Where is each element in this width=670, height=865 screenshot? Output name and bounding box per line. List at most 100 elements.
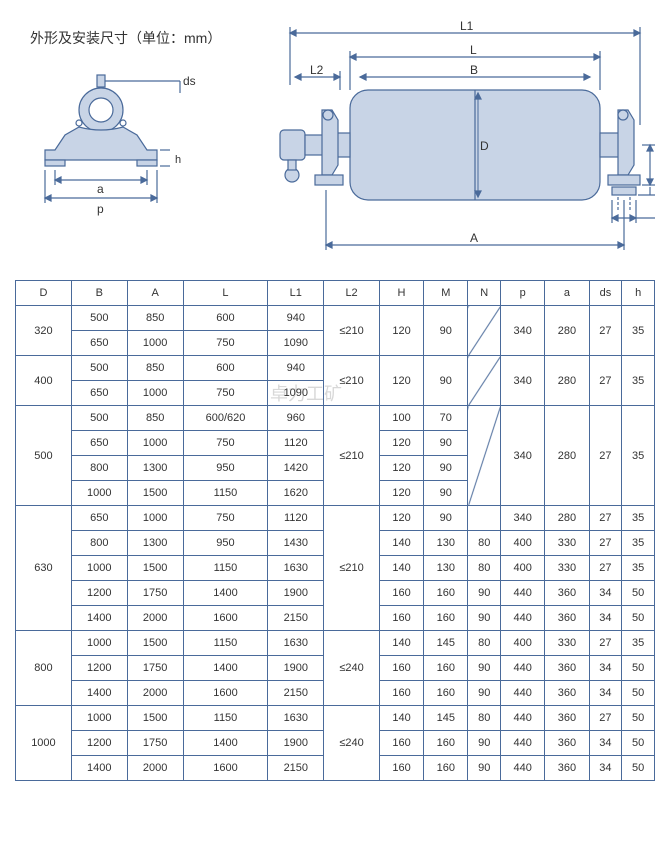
cell-L: 750 (183, 506, 268, 531)
cell-L1: 940 (268, 306, 324, 331)
cell-N: 80 (468, 706, 501, 731)
cell-p: 440 (501, 656, 545, 681)
cell-h: 35 (622, 631, 655, 656)
cell-a: 330 (545, 631, 589, 656)
dimension-diagram: ds h a p (15, 15, 655, 275)
cell-L: 600/620 (183, 406, 268, 431)
cell-L1: 2150 (268, 606, 324, 631)
cell-p: 340 (501, 506, 545, 531)
cell-H: 160 (379, 731, 423, 756)
cell-p: 440 (501, 706, 545, 731)
cell-L1: 960 (268, 406, 324, 431)
cell-a: 330 (545, 531, 589, 556)
cell-L1: 1900 (268, 581, 324, 606)
cell-a: 360 (545, 606, 589, 631)
cell-h: 35 (622, 506, 655, 531)
cell-L1: 940 (268, 356, 324, 381)
cell-L1: 1430 (268, 531, 324, 556)
cell-p: 400 (501, 556, 545, 581)
cell-A: 850 (127, 406, 183, 431)
cell-M: 130 (424, 531, 468, 556)
col-header: L1 (268, 281, 324, 306)
cell-L2: ≤210 (324, 306, 380, 356)
cell-ds: 27 (589, 531, 622, 556)
cell-A: 1500 (127, 481, 183, 506)
table-row: 63065010007501120≤210120903402802735 (16, 506, 655, 531)
cell-A: 1750 (127, 656, 183, 681)
label-A: A (470, 231, 478, 245)
cell-H: 160 (379, 606, 423, 631)
cell-ds: 34 (589, 656, 622, 681)
cell-p: 440 (501, 581, 545, 606)
cell-B: 1000 (71, 631, 127, 656)
cell-A: 1500 (127, 706, 183, 731)
cell-N-diag (468, 356, 501, 406)
cell-D: 800 (16, 631, 72, 706)
cell-H: 140 (379, 706, 423, 731)
cell-h: 50 (622, 581, 655, 606)
cell-B: 1200 (71, 656, 127, 681)
cell-M: 160 (424, 681, 468, 706)
cell-D: 320 (16, 306, 72, 356)
dimension-table-wrap: DBALL1L2HMNpadsh 320500850600940≤2101209… (15, 280, 655, 781)
col-header: a (545, 281, 589, 306)
table-row: 10001000150011501630≤2401401458044036027… (16, 706, 655, 731)
cell-A: 1750 (127, 581, 183, 606)
cell-ds: 27 (589, 406, 622, 506)
cell-L2: ≤210 (324, 356, 380, 406)
cell-L: 1150 (183, 706, 268, 731)
cell-ds: 34 (589, 756, 622, 781)
cell-D: 500 (16, 406, 72, 506)
cell-ds: 27 (589, 356, 622, 406)
cell-N (468, 506, 501, 531)
cell-N: 90 (468, 731, 501, 756)
col-header: h (622, 281, 655, 306)
cell-M: 160 (424, 581, 468, 606)
label-L1: L1 (460, 19, 474, 33)
cell-h: 35 (622, 306, 655, 356)
cell-p: 340 (501, 306, 545, 356)
cell-D: 400 (16, 356, 72, 406)
cell-B: 1000 (71, 556, 127, 581)
cell-a: 360 (545, 581, 589, 606)
col-header: L (183, 281, 268, 306)
cell-a: 280 (545, 506, 589, 531)
cell-ds: 27 (589, 506, 622, 531)
cell-p: 340 (501, 406, 545, 506)
cell-N: 90 (468, 581, 501, 606)
cell-A: 1500 (127, 631, 183, 656)
cell-N: 90 (468, 756, 501, 781)
table-row: 8001000150011501630≤24014014580400330273… (16, 631, 655, 656)
cell-B: 1200 (71, 581, 127, 606)
cell-p: 340 (501, 356, 545, 406)
cell-H: 140 (379, 631, 423, 656)
label-p: p (97, 202, 104, 216)
cell-ds: 27 (589, 556, 622, 581)
cell-B: 650 (71, 381, 127, 406)
cell-H: 120 (379, 481, 423, 506)
cell-H: 120 (379, 356, 423, 406)
cell-L: 600 (183, 306, 268, 331)
cell-A: 1000 (127, 381, 183, 406)
cell-M: 90 (424, 456, 468, 481)
cell-H: 120 (379, 306, 423, 356)
cell-L1: 1120 (268, 506, 324, 531)
cell-B: 650 (71, 431, 127, 456)
cell-L1: 1120 (268, 431, 324, 456)
cell-N: 80 (468, 531, 501, 556)
cell-H: 140 (379, 556, 423, 581)
cell-B: 650 (71, 506, 127, 531)
col-header: M (424, 281, 468, 306)
cell-a: 330 (545, 556, 589, 581)
cell-M: 160 (424, 731, 468, 756)
label-L2: L2 (310, 63, 324, 77)
cell-B: 500 (71, 306, 127, 331)
cell-H: 160 (379, 756, 423, 781)
cell-ds: 34 (589, 581, 622, 606)
cell-A: 1000 (127, 506, 183, 531)
cell-A: 1300 (127, 531, 183, 556)
cell-L2: ≤210 (324, 506, 380, 631)
cell-N: 80 (468, 631, 501, 656)
cell-h: 35 (622, 556, 655, 581)
cell-H: 120 (379, 431, 423, 456)
